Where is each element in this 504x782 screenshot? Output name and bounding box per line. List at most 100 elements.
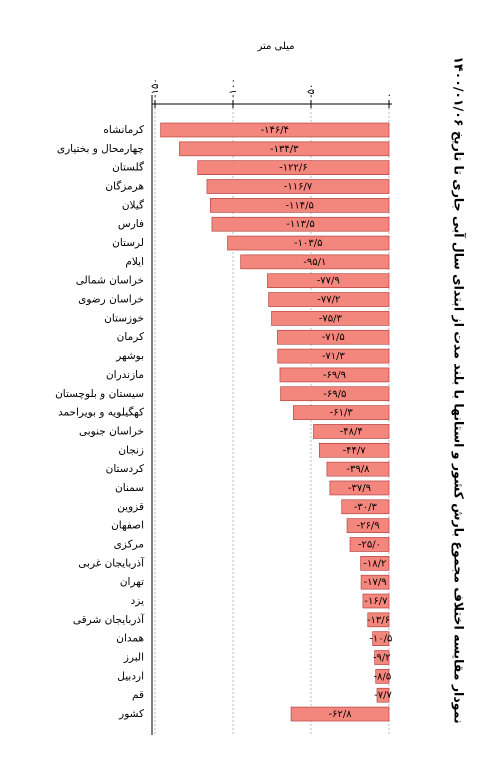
value-label: -۳۰/۳	[354, 502, 378, 513]
category-label: بوشهر	[115, 350, 144, 362]
bar	[277, 329, 390, 345]
category-label: آذربایجان غربی	[78, 556, 145, 569]
category-label: کهگیلویه و بویراحمد	[58, 406, 144, 419]
category-label: قزوین	[117, 501, 144, 513]
category-label: مرکزی	[114, 538, 144, 550]
value-label: -۱۸/۲	[363, 558, 386, 569]
value-label: -۱۴۶/۴	[261, 125, 289, 136]
unit-label: میلی متر	[256, 41, 294, 52]
bar	[160, 122, 390, 138]
x-tick-label: -۱۰۰	[228, 78, 239, 98]
bar	[329, 480, 390, 496]
category-label: زنجان	[118, 444, 144, 456]
bar	[197, 160, 390, 175]
category-label: هرمزگان	[105, 180, 144, 193]
category-label: البرز	[123, 652, 144, 664]
value-label: -۷۵/۳	[319, 313, 343, 324]
value-label: -۷۷/۹	[317, 276, 340, 287]
bar	[293, 405, 390, 420]
value-label: -۶۱/۳	[330, 408, 354, 419]
category-label: همدان	[116, 633, 144, 645]
value-label: -۴۴/۷	[343, 445, 367, 456]
value-label: -۱۱۳/۵	[286, 219, 314, 230]
bar	[326, 461, 390, 477]
bar	[227, 235, 390, 251]
category-label: اصفهان	[111, 520, 144, 532]
category-label: گیلان	[122, 198, 144, 211]
category-label: لرستان	[112, 237, 144, 249]
bar	[179, 141, 390, 157]
x-tick-label: -۵۰	[306, 84, 317, 98]
bar	[210, 198, 390, 213]
value-label: -۴۸/۴	[340, 426, 363, 437]
x-tick-label: -۱۵۰	[150, 78, 161, 98]
bar	[372, 631, 390, 646]
category-label: کردستان	[106, 463, 144, 475]
category-label: یزد	[131, 595, 144, 607]
bar	[375, 669, 390, 684]
category-label: سمنان	[115, 482, 144, 494]
category-label: چهارمحال و بختیاری	[57, 143, 144, 155]
category-label: تهران	[120, 576, 144, 588]
bar	[360, 574, 390, 590]
value-label: -۱۰/۵	[369, 634, 392, 645]
category-label: کشور	[118, 708, 144, 720]
value-label: -۸/۵	[374, 671, 392, 682]
bar	[346, 518, 390, 533]
bar	[290, 706, 390, 722]
category-label: کرمانشاه	[103, 124, 144, 136]
value-label: -۳۷/۹	[348, 483, 371, 494]
bar	[268, 292, 390, 307]
category-label: گلستان	[112, 161, 144, 174]
value-label: -۷۱/۵	[322, 332, 345, 343]
category-label: خراسان شمالی	[76, 275, 144, 287]
category-label: خراسان رضوی	[78, 294, 144, 306]
category-label: اردبیل	[117, 670, 144, 682]
bar	[362, 593, 390, 609]
value-label: -۱۱۴/۵	[285, 200, 313, 211]
value-label: -۷/۷	[374, 690, 392, 701]
category-label: آذربایجان شرقی	[73, 613, 145, 626]
bar	[267, 273, 390, 289]
bar	[376, 687, 390, 703]
category-label: فارس	[118, 218, 144, 230]
value-label: -۱۳/۶	[367, 615, 390, 626]
value-label: -۹۵/۱	[303, 257, 326, 268]
value-label: -۱۲۲/۶	[279, 163, 307, 174]
bar	[240, 254, 390, 270]
value-label: -۱۶/۷	[364, 596, 388, 607]
bar	[367, 612, 390, 628]
bar	[279, 367, 390, 383]
bar	[206, 179, 390, 194]
bar	[271, 311, 390, 326]
category-label: قم	[132, 689, 144, 701]
value-label: -۱۳۴/۳	[270, 144, 299, 155]
chart-title: نمودار مقایسه اختلاف مجموع بارش کشور و ا…	[452, 56, 467, 723]
bar	[280, 386, 390, 402]
bar	[318, 442, 390, 458]
value-label: -۷۷/۲	[317, 295, 340, 306]
bar	[313, 424, 390, 439]
value-label: -۹/۲	[373, 653, 391, 664]
bar	[349, 537, 390, 552]
value-label: -۱۷/۹	[363, 577, 386, 588]
value-label: -۲۶/۹	[356, 521, 379, 532]
value-label: -۳۹/۸	[346, 464, 370, 475]
bar	[277, 348, 390, 364]
value-label: -۲۵/۰	[358, 539, 381, 550]
category-label: کرمان	[117, 331, 144, 343]
bar	[360, 556, 390, 571]
bar	[374, 650, 390, 665]
category-label: خوزستان	[104, 312, 144, 324]
bar	[211, 216, 390, 232]
x-tick-label: ۰	[384, 93, 395, 98]
value-label: -۱۰۳/۵	[294, 238, 322, 249]
value-label: -۶۹/۵	[323, 389, 346, 400]
category-label: سیستان و بلوچستان	[55, 388, 144, 400]
value-label: -۶۲/۸	[328, 709, 352, 720]
category-label: مازندران	[106, 369, 144, 381]
value-label: -۱۱۶/۷	[284, 182, 313, 193]
category-label: خراسان جنوبی	[79, 425, 144, 437]
